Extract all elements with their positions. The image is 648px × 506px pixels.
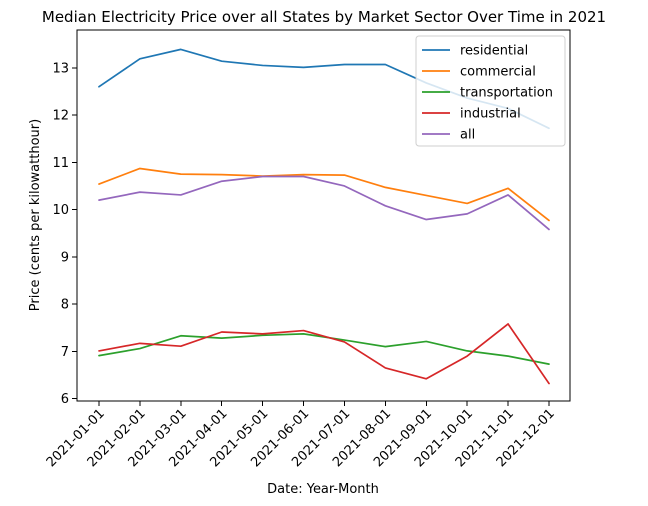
- plot-area: [76, 29, 571, 402]
- y-tick-label: 8: [61, 298, 69, 313]
- series-all-line: [98, 175, 550, 231]
- y-tick-label: 11: [52, 156, 69, 171]
- series-transportation-line: [98, 333, 550, 365]
- y-tick-label: 12: [52, 109, 69, 124]
- legend-label-commercial: commercial: [460, 65, 536, 80]
- legend-label-industrial: industrial: [460, 107, 521, 122]
- series-commercial-line: [98, 167, 550, 222]
- legend-label-residential: residential: [460, 44, 528, 59]
- chart-title: Median Electricity Price over all States…: [42, 8, 606, 26]
- y-tick-label: 9: [61, 250, 69, 265]
- y-tick-label: 7: [61, 345, 69, 360]
- series-industrial-line: [98, 323, 550, 385]
- axes-frame: [76, 29, 571, 402]
- legend-label-transportation: transportation: [460, 86, 553, 101]
- y-tick-label: 13: [52, 61, 69, 76]
- y-axis: 6 7 8 9 10 11 12 13: [52, 61, 77, 407]
- y-tick-label: 6: [61, 392, 69, 407]
- x-axis: 2021-01-012021-02-012021-03-012021-04-01…: [44, 401, 558, 470]
- legend: residential commercial transportation indus…: [415, 35, 566, 147]
- x-axis-title: Date: Year-Month: [267, 482, 379, 497]
- legend-items: residential commercial transportation indus…: [422, 44, 553, 143]
- legend-box: [415, 35, 566, 147]
- y-axis-title: Price (cents per kilowatthour): [28, 119, 43, 311]
- y-tick-label: 10: [52, 203, 69, 218]
- legend-label-all: all: [460, 128, 475, 143]
